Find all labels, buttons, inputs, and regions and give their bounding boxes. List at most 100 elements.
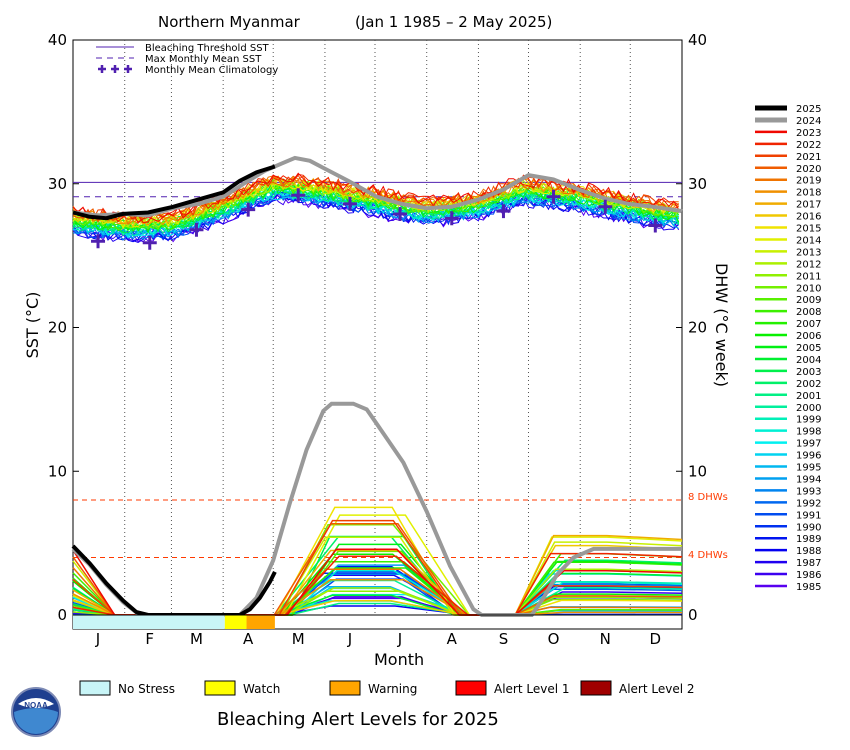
year-legend-label-2022: 2022 — [796, 140, 821, 151]
year-legend-label-1996: 1996 — [796, 451, 821, 462]
x-tick-label-11: N — [600, 630, 611, 648]
y-axis-label-left: SST (°C) — [23, 292, 42, 359]
x-tick-label-2: F — [145, 630, 154, 648]
alert-segment-1 — [224, 615, 247, 629]
year-legend-label-2001: 2001 — [796, 391, 821, 402]
year-legend-label-2016: 2016 — [796, 212, 821, 223]
alert-swatch-2 — [329, 680, 361, 696]
year-legend-label-1992: 1992 — [796, 498, 821, 509]
chart-title-period: (Jan 1 1985 – 2 May 2025) — [355, 13, 552, 31]
year-legend-label-2017: 2017 — [796, 200, 821, 211]
alert-swatch-0 — [79, 680, 111, 696]
year-legend-label-2023: 2023 — [796, 128, 821, 139]
x-tick-label-12: D — [650, 630, 662, 648]
alert-label-1: Watch — [243, 682, 280, 696]
legend-clim-cross-2 — [124, 65, 132, 73]
y-tick-label-right-10: 10 — [688, 462, 707, 480]
year-legend-label-1988: 1988 — [796, 546, 821, 557]
alert-label-0: No Stress — [118, 682, 175, 696]
x-tick-label-5: M — [292, 630, 305, 648]
year-legend-label-2003: 2003 — [796, 367, 821, 378]
y-tick-label-right-30: 30 — [688, 175, 707, 193]
x-tick-label-6: J — [347, 630, 352, 648]
alert-label-4: Alert Level 2 — [619, 682, 695, 696]
y-tick-label-right-0: 0 — [688, 606, 698, 624]
dhw-8-label: 8 DHWs — [688, 492, 728, 503]
y-tick-label-left-0: 0 — [57, 606, 67, 624]
dhw-4-label: 4 DHWs — [688, 550, 728, 561]
year-legend-label-2021: 2021 — [796, 152, 821, 163]
legend-threshold-label: Bleaching Threshold SST — [145, 43, 270, 54]
year-legend-label-1985: 1985 — [796, 582, 821, 593]
alert-segment-0 — [73, 615, 225, 629]
y-tick-label-right-20: 20 — [688, 319, 707, 337]
alert-swatch-3 — [455, 680, 487, 696]
year-legend-label-2005: 2005 — [796, 343, 821, 354]
x-tick-label-10: O — [548, 630, 560, 648]
climatology-mark-7 — [393, 206, 408, 221]
y-axis-label-right: DHW (°C week) — [712, 263, 731, 387]
year-legend-label-2000: 2000 — [796, 403, 821, 414]
year-legend-label-1993: 1993 — [796, 486, 821, 497]
climatology-mark-3 — [189, 222, 204, 237]
plot-area — [72, 39, 683, 630]
year-legend-label-2019: 2019 — [796, 176, 821, 187]
alert-label-3: Alert Level 1 — [494, 682, 570, 696]
year-legend-label-2025: 2025 — [796, 104, 821, 115]
legend-clim-swatch — [98, 65, 132, 73]
alert-segment-2 — [246, 615, 275, 629]
sst-line-2024 — [72, 155, 683, 218]
legend-mmm-label: Max Monthly Mean SST — [145, 54, 262, 65]
year-legend-label-2011: 2011 — [796, 271, 821, 282]
climatology-mark-11 — [598, 199, 613, 214]
y-tick-label-left-40: 40 — [48, 31, 67, 49]
sst-line-2025 — [72, 164, 276, 221]
year-legend-label-2015: 2015 — [796, 224, 821, 235]
year-legend-label-1991: 1991 — [796, 510, 821, 521]
alert-timeline — [73, 614, 682, 629]
climatology-marks — [91, 188, 663, 250]
climatology-mark-5 — [291, 188, 306, 203]
year-legend-label-2020: 2020 — [796, 164, 821, 175]
year-legend-label-2012: 2012 — [796, 259, 821, 270]
legend-clim-label: Monthly Mean Climatology — [145, 65, 278, 76]
year-legend-label-2002: 2002 — [796, 379, 821, 390]
x-tick-label-7: J — [397, 630, 402, 648]
year-legend-label-2008: 2008 — [796, 307, 821, 318]
alert-swatch-1 — [204, 680, 236, 696]
sst-line-2023 — [72, 172, 680, 224]
alert-swatch-4 — [580, 680, 612, 696]
alert-label-2: Warning — [368, 682, 417, 696]
legend-clim-cross-0 — [98, 65, 106, 73]
x-tick-label-8: A — [447, 630, 458, 648]
year-legend-label-2014: 2014 — [796, 235, 821, 246]
x-tick-label-9: S — [499, 630, 509, 648]
year-legend-label-1989: 1989 — [796, 534, 821, 545]
climatology-mark-12 — [648, 218, 663, 233]
x-tick-label-1: J — [95, 630, 100, 648]
year-legend-label-2009: 2009 — [796, 295, 821, 306]
year-legend-label-2004: 2004 — [796, 355, 821, 366]
alert-levels-title: Bleaching Alert Levels for 2025 — [217, 709, 499, 730]
year-legend-label-2024: 2024 — [796, 116, 821, 127]
climatology-mark-1 — [91, 234, 106, 249]
year-legend-label-2010: 2010 — [796, 283, 821, 294]
y-tick-label-left-30: 30 — [48, 175, 67, 193]
year-legend-label-1995: 1995 — [796, 463, 821, 474]
noaa-logo-text: NOAA — [24, 701, 48, 710]
year-legend-label-1997: 1997 — [796, 439, 821, 450]
climatology-mark-6 — [342, 196, 357, 211]
climatology-mark-4 — [241, 202, 256, 217]
year-legend-label-1998: 1998 — [796, 427, 821, 438]
x-tick-label-3: M — [190, 630, 203, 648]
alert-level-legend: No Stress Watch Warning Alert Level 1 Alert … — [79, 680, 695, 696]
climatology-mark-10 — [546, 189, 561, 204]
y-ticks: 0 0 10 10 20 20 30 30 40 40 — [48, 31, 707, 624]
year-legend-label-2007: 2007 — [796, 319, 821, 330]
y-tick-label-right-40: 40 — [688, 31, 707, 49]
year-legend-label-2018: 2018 — [796, 188, 821, 199]
year-legend-label-1987: 1987 — [796, 558, 821, 569]
legend: Bleaching Threshold SST Max Monthly Mean… — [96, 43, 278, 76]
